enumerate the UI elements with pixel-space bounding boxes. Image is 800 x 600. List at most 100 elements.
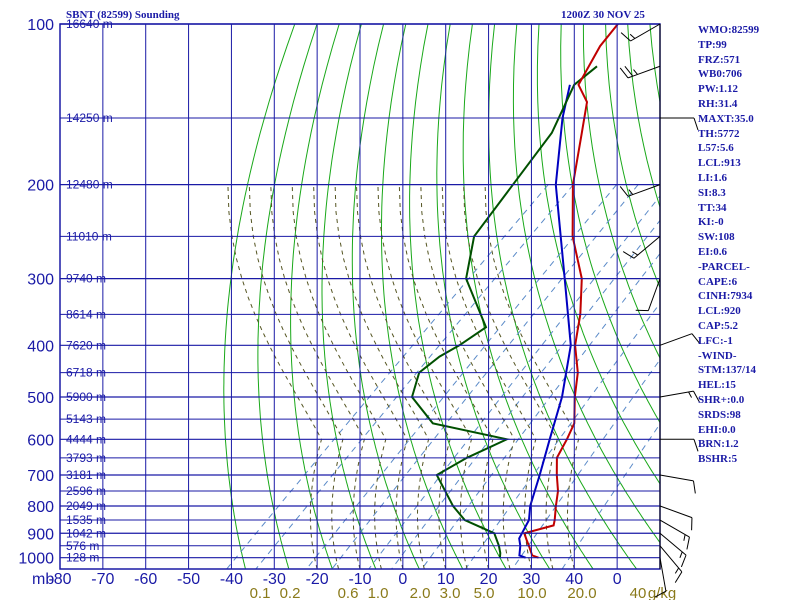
wind-barb-flag [619,67,629,79]
pressure-label: 1000 [18,551,54,568]
wind-barb [659,390,694,398]
height-label: 5900 m [66,390,106,404]
temperature-tick-label: -80 [48,571,71,588]
mixing-ratio-label: 0.1 [250,585,271,600]
mixing-ratio-label: 10.0 [517,585,546,600]
pressure-label: 400 [27,338,54,355]
wind-barb [659,505,693,519]
wind-barb-flag [624,65,634,77]
dry-adiabat [761,24,800,569]
moist-adiabat [313,184,408,569]
pressure-label: 500 [27,390,54,407]
index-item: KI:-0 [698,216,724,229]
wind-barb-half [679,551,683,558]
index-item: SW:108 [698,231,735,244]
temperature-tick-label: -40 [220,571,243,588]
index-item: BRN:1.2 [698,438,739,451]
moist-adiabat [463,184,558,569]
dry-adiabat [605,24,660,289]
moist-adiabat [398,184,494,569]
index-item: FRZ:571 [698,53,741,66]
index-item: WMO:82599 [698,24,760,36]
height-label: 2049 m [66,499,106,513]
wind-barb [659,532,687,556]
temperature-tick-label: 0 [398,571,407,588]
wind-barb [659,545,683,573]
mixing-ratio-label: 0.2 [280,585,301,600]
wind-barb-flag [654,590,667,598]
temperature-tick-label: 40 [565,571,583,588]
temperature-tick-label: -50 [177,571,200,588]
wind-barb-flag [693,117,699,131]
mixing-ratio-line [255,184,574,569]
wind-barb-half [674,567,680,574]
height-label: 16640 m [66,17,113,31]
mixing-ratio-line [511,358,660,569]
index-item: EHI:0.0 [698,423,736,436]
index-item: TH:5772 [698,127,740,140]
temperature-tick-label: 30 [523,571,541,588]
index-item: L57:5.6 [698,142,734,155]
dry-adiabat [436,24,551,569]
wind-barb-flag [692,480,696,494]
index-item: CAPE:6 [698,275,738,288]
index-item: BSHR:5 [698,453,738,466]
wind-barb [659,557,667,592]
dry-adiabat [290,24,340,569]
wind-barb [630,23,661,42]
pressure-axis-unit: mb [32,571,54,588]
wind-barb-half [683,534,686,541]
parcel-line [518,84,572,559]
wind-barb-half [628,189,634,195]
dewpoint-line [410,65,598,558]
wind-barb-flag [693,390,700,403]
wind-barb [647,278,661,311]
mixing-ratio-label: g/kg [648,585,676,600]
height-label: 1535 m [66,513,106,527]
dry-adiabat [582,24,660,360]
dry-adiabat [536,24,660,485]
index-item: CAP:5.2 [698,319,739,332]
dry-adiabat [223,24,296,569]
height-label: 9740 m [66,272,106,286]
moist-adiabat [356,184,451,569]
dry-adiabat [409,24,507,569]
height-label: 7620 m [66,338,106,352]
index-item: HEL:15 [698,379,736,392]
moist-adiabat [270,184,365,569]
height-label: 128 m [66,551,99,565]
wind-barb [659,333,693,346]
index-item: LFC:-1 [698,334,733,347]
dry-adiabat [462,24,594,569]
index-item: SI:8.3 [698,186,726,199]
index-item: LCL:913 [698,157,741,170]
wind-barb [627,65,661,79]
temperature-tick-label: 10 [437,571,455,588]
height-label: 8614 m [66,307,106,321]
wind-barb-flag [693,439,699,452]
index-item: CINH:7934 [698,290,753,303]
wind-barb [659,474,694,482]
mixing-ratio-label: 3.0 [440,585,461,600]
wind-barb-flag [622,251,635,259]
index-item: -PARCEL- [698,260,750,273]
dry-adiabat [381,24,464,569]
index-item: STM:137/14 [698,364,757,377]
moist-adiabat [227,184,323,569]
wind-barb-half [688,391,693,398]
height-label: 12480 m [66,178,113,192]
moist-adiabat [334,184,430,569]
wind-barb-half [633,69,638,75]
dry-adiabat [783,24,800,569]
temperature-tick-label: -60 [134,571,157,588]
wind-barb-half [632,251,639,256]
dry-adiabat [351,24,420,569]
mixing-ratio-line [226,184,549,569]
height-label: 3793 m [66,451,106,465]
index-item: -WIND- [698,349,737,362]
pressure-label: 300 [27,272,54,289]
moist-adiabat [377,184,473,569]
height-label: 6718 m [66,366,106,380]
mixing-ratio-line [368,195,660,569]
